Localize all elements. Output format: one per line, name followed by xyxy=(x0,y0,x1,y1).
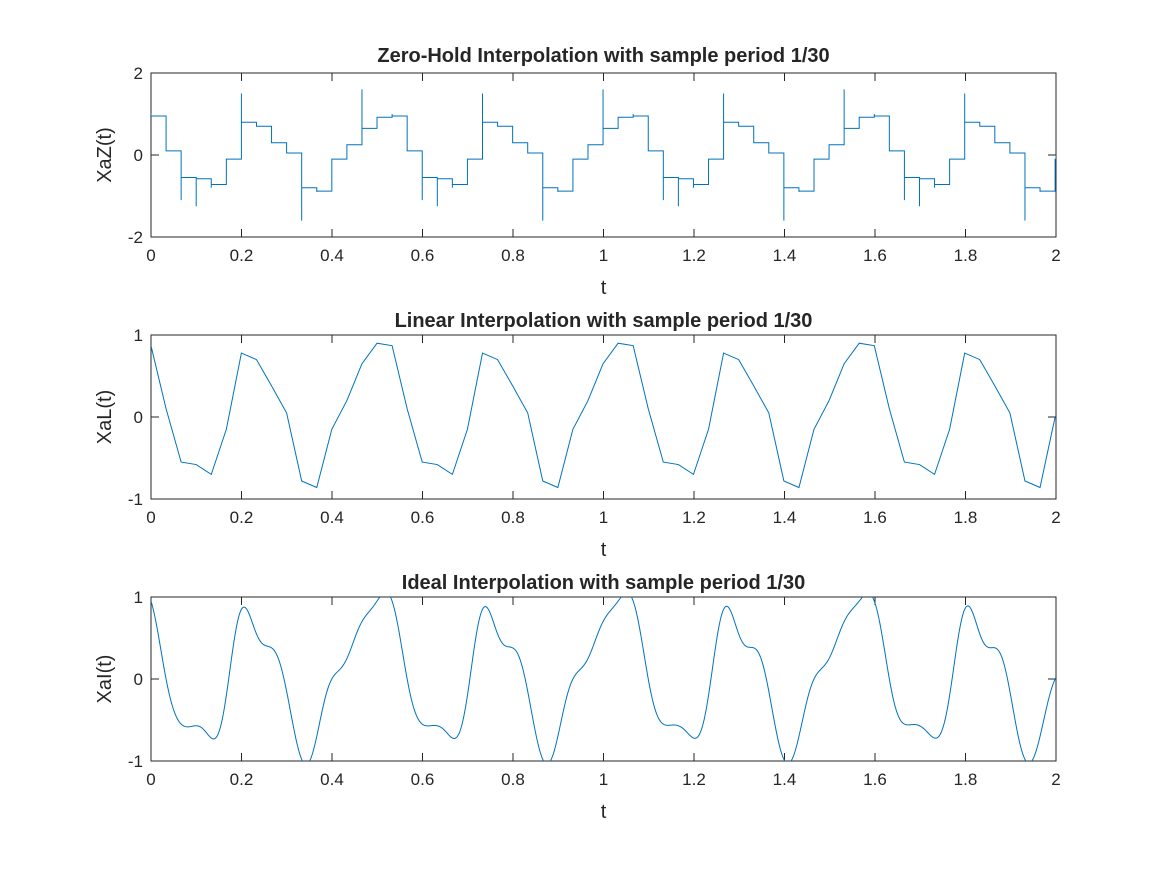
x-tick-label-linear: 2 xyxy=(1051,508,1060,527)
x-tick-label-linear: 0 xyxy=(146,508,155,527)
xlabel-linear: t xyxy=(601,539,607,561)
x-tick-label-zero-hold: 2 xyxy=(1051,246,1060,265)
ticks-zero-hold: 0 0.2 0.4 0.6 0.8 1 1.2 1.4 1.6 1.8 2-202 xyxy=(128,64,1061,265)
y-tick-label-ideal: 0 xyxy=(134,670,143,689)
x-tick-label-zero-hold: 1 xyxy=(599,246,608,265)
x-tick-label-linear: 0.6 xyxy=(411,508,435,527)
x-tick-label-ideal: 0.4 xyxy=(320,770,344,789)
x-tick-label-ideal: 0.8 xyxy=(501,770,525,789)
xlabel-zero-hold: t xyxy=(601,277,607,299)
x-tick-label-linear: 0.8 xyxy=(501,508,525,527)
x-tick-label-linear: 1.8 xyxy=(954,508,978,527)
title-linear: Linear Interpolation with sample period … xyxy=(395,310,813,332)
y-tick-label-linear: 0 xyxy=(134,408,143,427)
axes-frame-linear xyxy=(150,334,1057,500)
subplot-zero-hold: 0 0.2 0.4 0.6 0.8 1 1.2 1.4 1.6 1.8 2-202 Zero-Hol… xyxy=(94,45,1061,299)
x-tick-label-zero-hold: 0 xyxy=(146,246,155,265)
x-tick-label-linear: 1 xyxy=(599,508,608,527)
subplot-ideal: 0 0.2 0.4 0.6 0.8 1 1.2 1.4 1.6 1.8 2-101 Ideal In… xyxy=(94,572,1061,823)
x-tick-label-linear: 1.2 xyxy=(682,508,706,527)
title-zero-hold: Zero-Hold Interpolation with sample peri… xyxy=(377,45,829,67)
title-ideal: Ideal Interpolation with sample period 1… xyxy=(402,572,805,594)
x-tick-label-ideal: 1.6 xyxy=(863,770,887,789)
x-tick-label-zero-hold: 0.8 xyxy=(501,246,525,265)
y-tick-label-zero-hold: 0 xyxy=(134,146,143,165)
ylabel-linear: XaL(t) xyxy=(94,390,116,444)
x-tick-label-zero-hold: 1.2 xyxy=(682,246,706,265)
series-line-ideal xyxy=(151,597,1056,761)
x-tick-label-ideal: 1.8 xyxy=(954,770,978,789)
x-tick-label-ideal: 0.6 xyxy=(411,770,435,789)
y-tick-label-ideal: 1 xyxy=(134,588,143,607)
ylabel-zero-hold: XaZ(t) xyxy=(94,127,116,183)
x-tick-label-ideal: 1.4 xyxy=(773,770,797,789)
xlabel-ideal: t xyxy=(601,801,607,823)
x-tick-label-ideal: 1 xyxy=(599,770,608,789)
x-tick-label-zero-hold: 0.4 xyxy=(320,246,344,265)
y-tick-label-zero-hold: -2 xyxy=(128,228,143,247)
axes-frame-ideal xyxy=(150,596,1057,762)
x-tick-label-zero-hold: 1.6 xyxy=(863,246,887,265)
x-tick-label-linear: 0.2 xyxy=(230,508,254,527)
y-tick-label-linear: 1 xyxy=(134,326,143,345)
x-tick-label-linear: 0.4 xyxy=(320,508,344,527)
series-line-linear xyxy=(151,342,1056,489)
plot-area-ideal xyxy=(151,597,1056,761)
x-tick-label-ideal: 2 xyxy=(1051,770,1060,789)
x-tick-label-zero-hold: 0.6 xyxy=(411,246,435,265)
subplot-linear: 0 0.2 0.4 0.6 0.8 1 1.2 1.4 1.6 1.8 2-101 Linear I… xyxy=(94,310,1061,561)
x-tick-label-linear: 1.4 xyxy=(773,508,797,527)
y-tick-label-zero-hold: 2 xyxy=(134,64,143,83)
x-tick-label-ideal: 0.2 xyxy=(230,770,254,789)
x-tick-label-zero-hold: 1.8 xyxy=(954,246,978,265)
y-tick-label-ideal: -1 xyxy=(128,752,143,771)
x-tick-label-zero-hold: 1.4 xyxy=(773,246,797,265)
plot-area-zero-hold xyxy=(151,89,1056,221)
x-tick-label-ideal: 1.2 xyxy=(682,770,706,789)
ticks-linear: 0 0.2 0.4 0.6 0.8 1 1.2 1.4 1.6 1.8 2-101 xyxy=(128,326,1061,527)
x-tick-label-zero-hold: 0.2 xyxy=(230,246,254,265)
series-line-zero-hold xyxy=(151,89,1056,221)
x-tick-label-linear: 1.6 xyxy=(863,508,887,527)
plot-area-linear xyxy=(151,342,1056,489)
y-tick-label-linear: -1 xyxy=(128,490,143,509)
x-tick-label-ideal: 0 xyxy=(146,770,155,789)
ylabel-ideal: XaI(t) xyxy=(94,655,116,704)
